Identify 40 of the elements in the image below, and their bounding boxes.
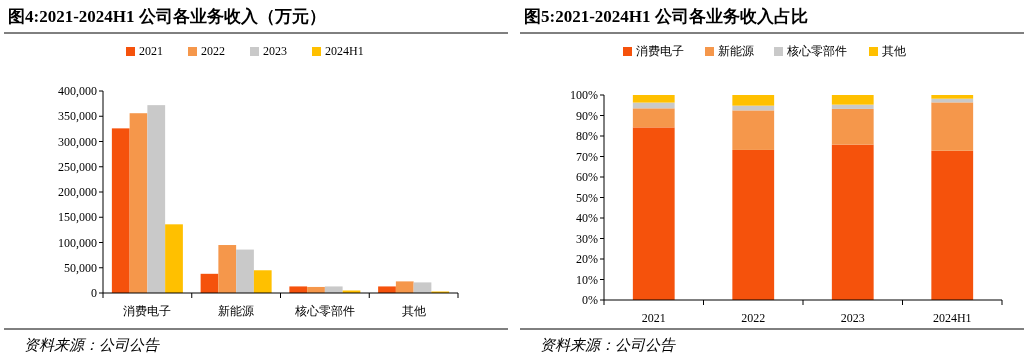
x-tick-label: 2021 xyxy=(641,311,666,325)
legend-label: 2022 xyxy=(201,44,225,58)
x-tick-label: 新能源 xyxy=(218,304,255,318)
y-tick-label: 100,000 xyxy=(58,235,97,250)
y-tick-label: 300,000 xyxy=(58,134,97,149)
y-tick-label: 20% xyxy=(576,252,598,267)
text: 资料来源：公司公告 xyxy=(24,337,160,353)
y-tick-label: 50% xyxy=(576,190,598,205)
legend-label: 核心零部件 xyxy=(786,44,847,58)
legend-label: 其他 xyxy=(882,44,906,58)
legend-label: 消费电子 xyxy=(636,44,684,58)
chart-title: 图4:2021-2024H1 公司各业务收入（万元） xyxy=(8,7,326,26)
x-tick-label: 2022 xyxy=(741,311,766,325)
text: 资料来源：公司公告 xyxy=(540,337,676,353)
y-tick-label: 40% xyxy=(576,211,598,226)
x-tick-label: 2024H1 xyxy=(932,311,972,325)
y-tick-label: 90% xyxy=(576,108,598,123)
y-tick-label: 400,000 xyxy=(58,84,97,99)
y-tick-label: 0% xyxy=(582,293,598,308)
y-tick-label: 80% xyxy=(576,129,598,144)
chart-title: 图5:2021-2024H1 公司各业务收入占比 xyxy=(524,7,808,26)
y-tick-label: 10% xyxy=(576,272,598,287)
legend-label: 2024H1 xyxy=(325,44,364,58)
y-tick-label: 0 xyxy=(91,286,97,301)
legend-label: 2021 xyxy=(139,44,163,58)
legend-label: 新能源 xyxy=(718,44,754,58)
y-tick-label: 100% xyxy=(570,88,598,103)
x-tick-label: 核心零部件 xyxy=(293,304,355,318)
x-tick-label: 2023 xyxy=(840,311,865,325)
y-tick-label: 60% xyxy=(576,170,598,185)
x-tick-label: 消费电子 xyxy=(123,304,172,318)
y-tick-label: 70% xyxy=(576,149,598,164)
y-tick-label: 50,000 xyxy=(64,260,97,275)
y-tick-label: 200,000 xyxy=(58,185,97,200)
y-tick-label: 350,000 xyxy=(58,109,97,124)
y-tick-label: 150,000 xyxy=(58,210,97,225)
y-tick-label: 30% xyxy=(576,231,598,246)
legend-label: 2023 xyxy=(263,44,287,58)
x-tick-label: 其他 xyxy=(401,304,426,318)
y-tick-label: 250,000 xyxy=(58,159,97,174)
